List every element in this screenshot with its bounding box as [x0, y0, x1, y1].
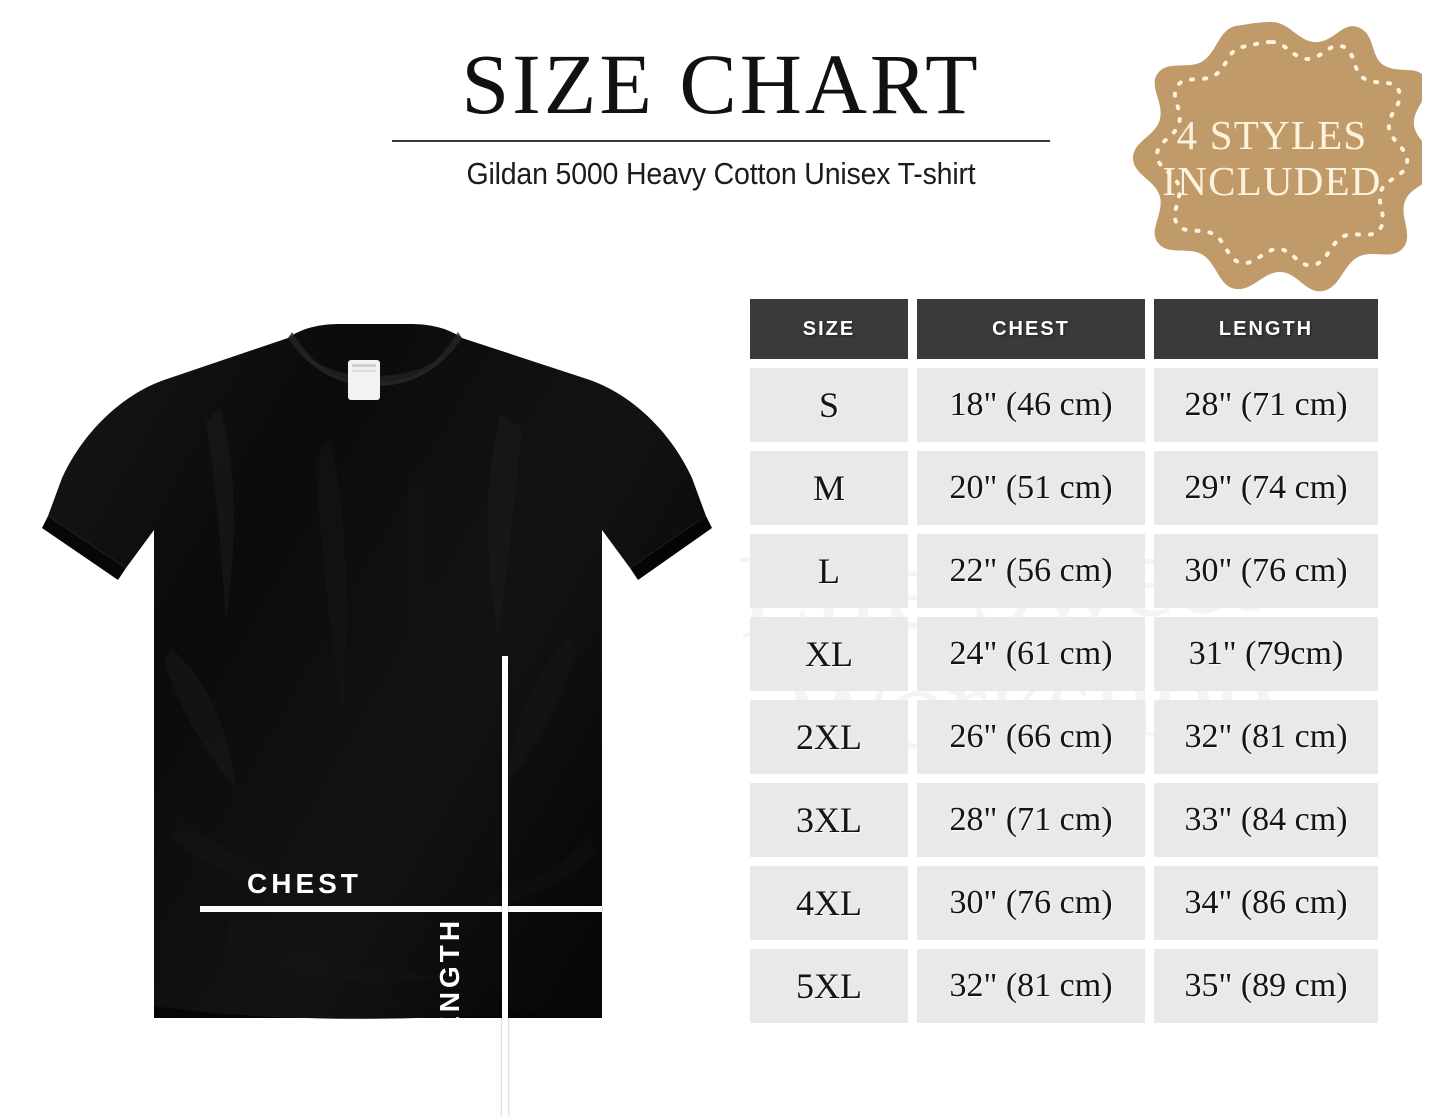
size-table: SIZE CHEST LENGTH S 18" (46 cm) 28" (71 … — [750, 299, 1378, 1032]
badge-seal-icon — [1133, 22, 1422, 292]
cell-chest: 28" (71 cm) — [917, 783, 1145, 857]
table-row: L 22" (56 cm) 30" (76 cm) — [750, 534, 1378, 608]
table-row: S 18" (46 cm) 28" (71 cm) — [750, 368, 1378, 442]
cell-size: 4XL — [750, 866, 908, 940]
length-measure-line — [502, 656, 508, 1117]
table-row: 2XL 26" (66 cm) 32" (81 cm) — [750, 700, 1378, 774]
cell-size: M — [750, 451, 908, 525]
cell-chest: 20" (51 cm) — [917, 451, 1145, 525]
column-header-size: SIZE — [750, 299, 908, 359]
cell-length: 28" (71 cm) — [1154, 368, 1378, 442]
title-divider — [392, 140, 1050, 143]
table-header-row: SIZE CHEST LENGTH — [750, 299, 1378, 359]
cell-size: XL — [750, 617, 908, 691]
cell-chest: 26" (66 cm) — [917, 700, 1145, 774]
cell-size: 2XL — [750, 700, 908, 774]
length-measure-label: LENGTH — [434, 916, 465, 1056]
tshirt-illustration: CHEST LENGTH — [30, 318, 720, 1117]
page-title: SIZE CHART — [461, 36, 981, 132]
chest-measure-line — [200, 906, 602, 912]
column-header-length: LENGTH — [1154, 299, 1378, 359]
table-row: XL 24" (61 cm) 31" (79cm) — [750, 617, 1378, 691]
page-subtitle: Gildan 5000 Heavy Cotton Unisex T-shirt — [466, 156, 976, 192]
cell-length: 32" (81 cm) — [1154, 700, 1378, 774]
cell-size: L — [750, 534, 908, 608]
cell-length: 30" (76 cm) — [1154, 534, 1378, 608]
styles-included-badge: 4 STYLES INCLUDED — [1122, 18, 1422, 300]
cell-size: S — [750, 368, 908, 442]
tshirt-icon — [42, 324, 712, 1019]
table-row: M 20" (51 cm) 29" (74 cm) — [750, 451, 1378, 525]
cell-size: 3XL — [750, 783, 908, 857]
chest-measure-label: CHEST — [247, 868, 362, 899]
cell-chest: 24" (61 cm) — [917, 617, 1145, 691]
table-row: 3XL 28" (71 cm) 33" (84 cm) — [750, 783, 1378, 857]
table-row: 5XL 32" (81 cm) 35" (89 cm) — [750, 949, 1378, 1023]
cell-length: 33" (84 cm) — [1154, 783, 1378, 857]
table-row: 4XL 30" (76 cm) 34" (86 cm) — [750, 866, 1378, 940]
cell-chest: 22" (56 cm) — [917, 534, 1145, 608]
cell-chest: 32" (81 cm) — [917, 949, 1145, 1023]
cell-length: 35" (89 cm) — [1154, 949, 1378, 1023]
cell-length: 34" (86 cm) — [1154, 866, 1378, 940]
title-block: SIZE CHART Gildan 5000 Heavy Cotton Unis… — [392, 36, 1050, 192]
cell-chest: 18" (46 cm) — [917, 368, 1145, 442]
column-header-chest: CHEST — [917, 299, 1145, 359]
cell-chest: 30" (76 cm) — [917, 866, 1145, 940]
cell-length: 31" (79cm) — [1154, 617, 1378, 691]
cell-length: 29" (74 cm) — [1154, 451, 1378, 525]
cell-size: 5XL — [750, 949, 908, 1023]
